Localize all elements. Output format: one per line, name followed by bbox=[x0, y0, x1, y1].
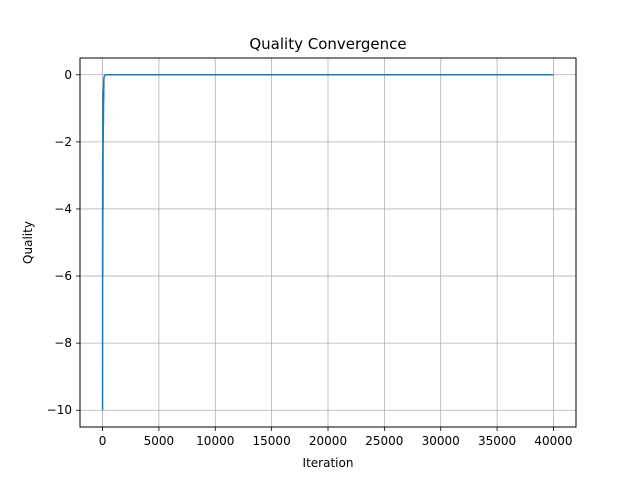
y-tick-label: −6 bbox=[54, 269, 72, 283]
x-tick-label: 40000 bbox=[534, 434, 572, 448]
x-tick-label: 25000 bbox=[365, 434, 403, 448]
y-axis-label: Quality bbox=[21, 221, 35, 264]
x-axis: 0 5000 10000 15000 20000 25000 30000 35000 40000 bbox=[99, 427, 573, 448]
chart-title: Quality Convergence bbox=[249, 35, 406, 53]
y-tick-label: −10 bbox=[47, 403, 72, 417]
x-tick-label: 10000 bbox=[196, 434, 234, 448]
series-line bbox=[101, 74, 554, 411]
y-tick-label: −8 bbox=[54, 336, 72, 350]
y-tick-label: −2 bbox=[54, 135, 72, 149]
y-axis: 0 −2 −4 −6 −8 −10 bbox=[47, 68, 80, 417]
x-tick-label: 20000 bbox=[309, 434, 347, 448]
x-tick-label: 5000 bbox=[144, 434, 175, 448]
x-tick-label: 30000 bbox=[422, 434, 460, 448]
x-tick-label: 0 bbox=[99, 434, 107, 448]
x-axis-label: Iteration bbox=[303, 456, 354, 470]
y-tick-label: 0 bbox=[64, 68, 72, 82]
series-group bbox=[101, 74, 554, 411]
y-tick-label: −4 bbox=[54, 202, 72, 216]
x-tick-label: 35000 bbox=[478, 434, 516, 448]
x-tick-label: 15000 bbox=[253, 434, 291, 448]
grid-lines bbox=[80, 58, 576, 427]
